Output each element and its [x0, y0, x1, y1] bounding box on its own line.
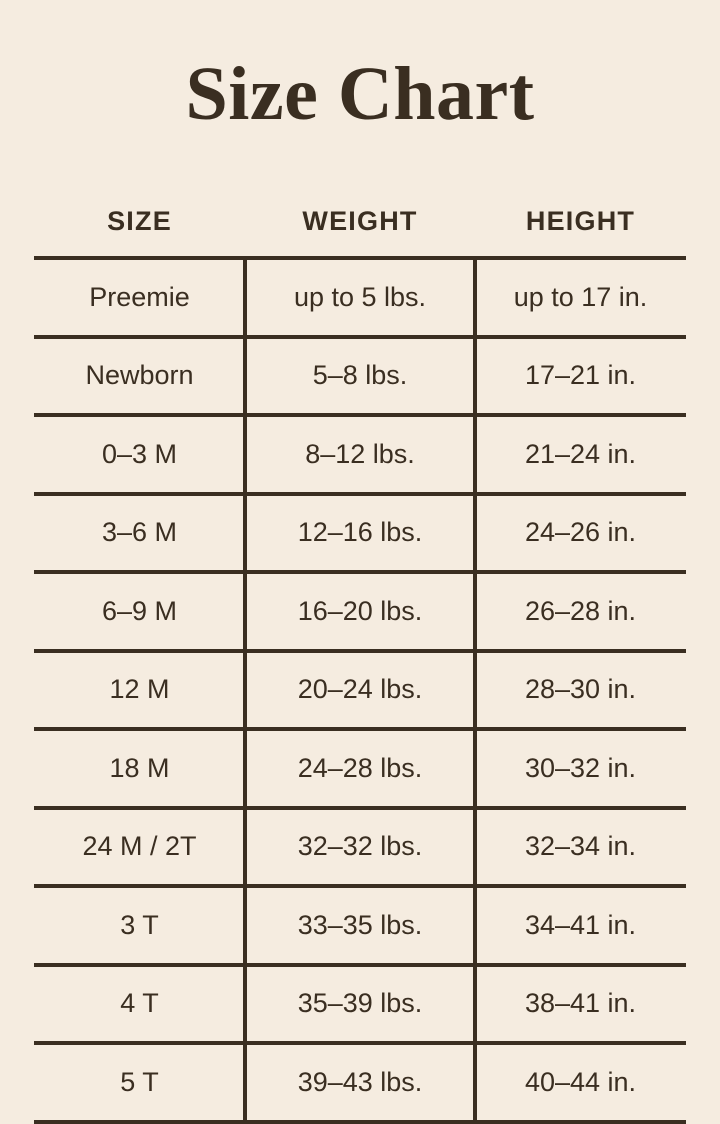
cell-weight: 20–24 lbs.: [297, 674, 423, 705]
cell-weight: 32–32 lbs.: [297, 831, 423, 862]
cell-size: 5 T: [120, 1066, 159, 1097]
cell-size: 3 T: [120, 909, 159, 940]
table-row: 6–9 M 16–20 lbs. 26–28 in.: [34, 574, 686, 653]
cell-height: 32–34 in.: [524, 831, 637, 862]
table-row: 24 M / 2T 32–32 lbs. 32–34 in.: [34, 810, 686, 888]
cell-height: 28–30 in.: [524, 674, 637, 705]
cell-size: Preemie: [89, 281, 190, 312]
cell-size: 18 M: [109, 752, 170, 783]
cell-size: 0–3 M: [101, 438, 178, 469]
table-row: 0–3 M 8–12 lbs. 21–24 in.: [34, 417, 686, 496]
cell-weight: 5–8 lbs.: [312, 360, 408, 391]
cell-height: up to 17 in.: [513, 281, 648, 312]
column-header-size: SIZE: [107, 205, 172, 236]
table-row: 4 T 35–39 lbs. 38–41 in.: [34, 967, 686, 1045]
cell-weight: 12–16 lbs.: [297, 517, 423, 548]
table-row: Newborn 5–8 lbs. 17–21 in.: [34, 339, 686, 417]
cell-size: 6–9 M: [101, 595, 178, 626]
table-row: 5 T 39–43 lbs. 40–44 in.: [34, 1045, 686, 1124]
size-chart-table: SIZE WEIGHT HEIGHT Preemie up to 5 lbs. …: [34, 186, 686, 1124]
table-row: Preemie up to 5 lbs. up to 17 in.: [34, 260, 686, 339]
table-row: 18 M 24–28 lbs. 30–32 in.: [34, 731, 686, 810]
table-row: 12 M 20–24 lbs. 28–30 in.: [34, 653, 686, 731]
cell-weight: 16–20 lbs.: [297, 595, 423, 626]
cell-weight: 24–28 lbs.: [297, 752, 423, 783]
cell-weight: 35–39 lbs.: [297, 988, 423, 1019]
cell-size: Newborn: [85, 360, 194, 391]
table-row: 3–6 M 12–16 lbs. 24–26 in.: [34, 496, 686, 574]
cell-weight: 33–35 lbs.: [297, 909, 423, 940]
table-header-row: SIZE WEIGHT HEIGHT: [34, 186, 686, 256]
cell-height: 26–28 in.: [524, 595, 637, 626]
cell-height: 17–21 in.: [524, 360, 637, 391]
column-divider-2: [473, 260, 477, 1120]
table-body: Preemie up to 5 lbs. up to 17 in. Newbor…: [34, 256, 686, 1124]
cell-height: 21–24 in.: [524, 438, 637, 469]
column-header-height: HEIGHT: [525, 205, 636, 236]
cell-size: 3–6 M: [101, 517, 178, 548]
cell-weight: 8–12 lbs.: [305, 438, 415, 469]
size-chart-poster: Size Chart SIZE WEIGHT HEIGHT Preemie up…: [34, 52, 686, 1124]
cell-height: 34–41 in.: [524, 909, 637, 940]
cell-weight: up to 5 lbs.: [293, 281, 427, 312]
table-row: 3 T 33–35 lbs. 34–41 in.: [34, 888, 686, 967]
cell-height: 24–26 in.: [524, 517, 637, 548]
cell-weight: 39–43 lbs.: [297, 1066, 423, 1097]
cell-size: 4 T: [120, 988, 159, 1019]
cell-height: 30–32 in.: [524, 752, 637, 783]
page-title: Size Chart: [185, 52, 535, 136]
cell-size: 12 M: [109, 674, 170, 705]
column-divider-1: [243, 260, 247, 1120]
cell-height: 40–44 in.: [524, 1066, 637, 1097]
cell-size: 24 M / 2T: [82, 831, 197, 862]
cell-height: 38–41 in.: [524, 988, 637, 1019]
column-header-weight: WEIGHT: [302, 205, 418, 236]
